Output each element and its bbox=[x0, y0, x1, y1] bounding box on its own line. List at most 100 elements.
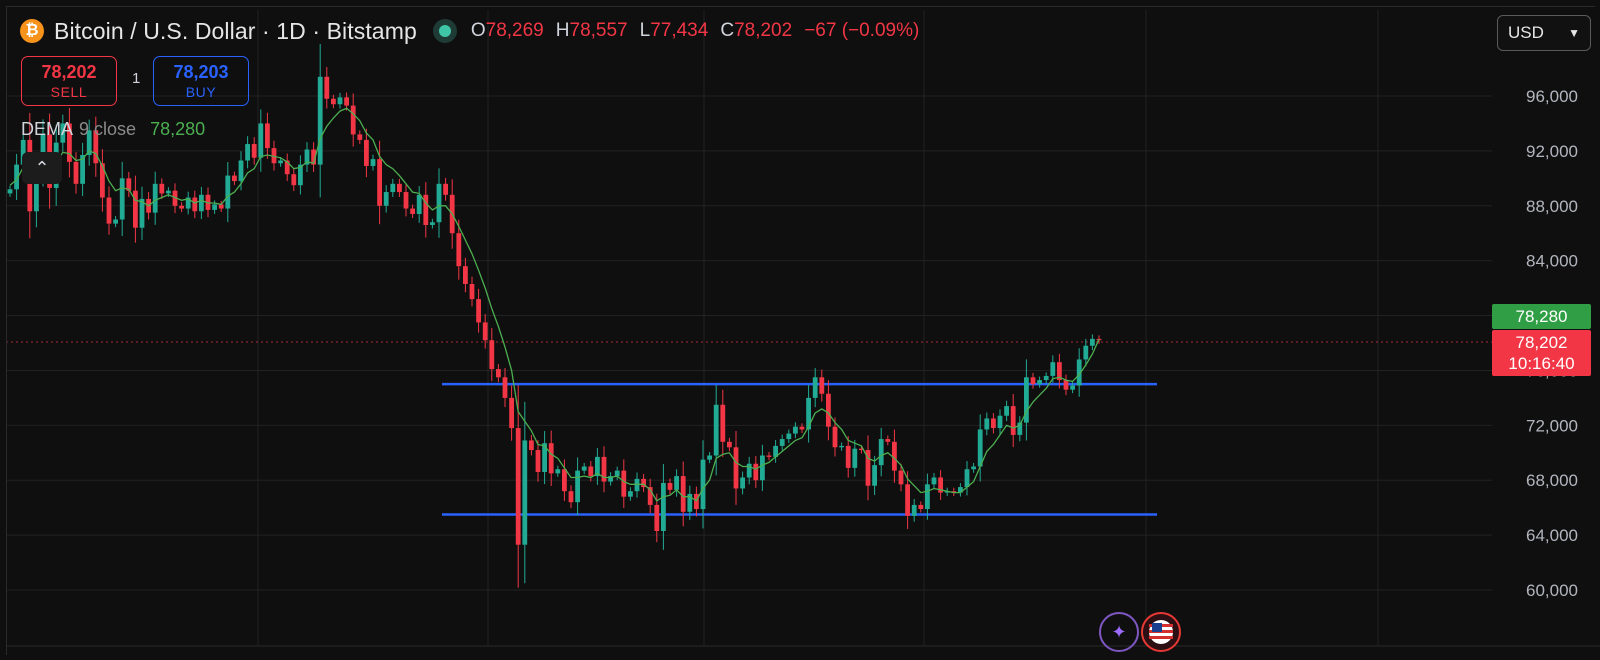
candle bbox=[291, 168, 297, 192]
price-tick-label: 64,000 bbox=[1526, 526, 1578, 545]
candle bbox=[370, 154, 376, 171]
candle-body bbox=[806, 397, 811, 430]
candle bbox=[436, 168, 442, 238]
candle-body bbox=[614, 470, 620, 477]
candle bbox=[311, 142, 316, 172]
indicator-name: DEMA bbox=[21, 119, 74, 139]
candle-body bbox=[304, 149, 310, 165]
candle-body bbox=[7, 189, 13, 194]
candle bbox=[938, 470, 943, 500]
us-flag-graphic bbox=[1149, 620, 1173, 644]
candle-body bbox=[529, 440, 534, 451]
candle-body bbox=[119, 178, 125, 220]
candle-body bbox=[707, 455, 712, 460]
candle-body bbox=[1037, 380, 1042, 385]
candle bbox=[1083, 338, 1089, 367]
candle bbox=[535, 440, 541, 482]
candle bbox=[67, 107, 72, 178]
candle bbox=[1030, 372, 1036, 389]
candle bbox=[1017, 416, 1023, 442]
candle bbox=[152, 171, 158, 225]
candle-body bbox=[753, 463, 759, 481]
candle bbox=[1004, 400, 1009, 422]
candle-body bbox=[509, 397, 514, 429]
change-value: −67 (−0.09%) bbox=[804, 20, 920, 41]
candle bbox=[106, 186, 112, 235]
candle bbox=[324, 67, 330, 109]
candle-body bbox=[911, 504, 917, 516]
candle bbox=[73, 152, 79, 194]
candle-body bbox=[126, 178, 132, 191]
candle bbox=[271, 140, 277, 171]
candle bbox=[997, 409, 1003, 435]
candle-body bbox=[746, 463, 752, 478]
candle bbox=[1063, 374, 1069, 396]
candle bbox=[839, 442, 844, 451]
candle-body bbox=[852, 448, 858, 468]
candle bbox=[456, 219, 462, 280]
candle-body bbox=[502, 377, 508, 398]
candle-body bbox=[291, 174, 297, 186]
symbol-title[interactable]: Bitcoin / U.S. Dollar · 1D · Bitstamp bbox=[54, 17, 417, 44]
candle bbox=[1057, 353, 1062, 389]
order-quantity[interactable]: 1 bbox=[132, 70, 141, 87]
candle bbox=[100, 149, 105, 212]
candle bbox=[199, 186, 204, 220]
candle bbox=[529, 435, 534, 456]
low-value: 77,434 bbox=[650, 20, 709, 41]
candle-body bbox=[944, 491, 950, 493]
candle-body bbox=[159, 183, 165, 194]
candle-body bbox=[766, 455, 772, 457]
candle-body bbox=[370, 159, 376, 166]
candle bbox=[331, 94, 336, 109]
countdown-timer: 10:16:40 bbox=[1508, 354, 1575, 373]
candle bbox=[760, 444, 765, 491]
chevron-up-icon[interactable]: ⌃ bbox=[22, 152, 62, 184]
candle bbox=[126, 171, 132, 198]
candle bbox=[548, 430, 554, 486]
buy-button[interactable]: 78,203 BUY bbox=[153, 56, 249, 106]
candle bbox=[284, 153, 290, 182]
candle bbox=[720, 389, 726, 457]
candle-body bbox=[139, 198, 145, 228]
candle-body bbox=[905, 484, 910, 516]
candle-body bbox=[410, 208, 415, 215]
candle bbox=[410, 204, 415, 218]
sparkle-lightning-icon[interactable]: ✦ bbox=[1099, 612, 1139, 652]
candle-body bbox=[383, 192, 389, 206]
currency-select[interactable]: USD ▼ bbox=[1497, 15, 1591, 51]
dema-indicator-legend[interactable]: DEMA 9 close 78,280 bbox=[21, 119, 205, 140]
candle-body bbox=[423, 194, 429, 225]
candle bbox=[812, 368, 818, 408]
candle-body bbox=[595, 456, 600, 477]
candle-body bbox=[1076, 359, 1082, 386]
candle-body bbox=[548, 443, 554, 474]
candle bbox=[878, 427, 884, 477]
candle bbox=[595, 448, 600, 485]
candle bbox=[443, 177, 448, 201]
sell-button[interactable]: 78,202 SELL bbox=[21, 56, 117, 106]
candle bbox=[568, 485, 574, 509]
candle bbox=[482, 314, 488, 349]
candle bbox=[172, 183, 178, 214]
us-flag-icon[interactable] bbox=[1141, 612, 1181, 652]
candle-body bbox=[469, 283, 475, 300]
candle bbox=[1010, 393, 1016, 448]
candle-body bbox=[951, 491, 957, 493]
candle-body bbox=[925, 484, 930, 510]
candle bbox=[86, 119, 92, 166]
candle bbox=[245, 136, 250, 169]
candle-body bbox=[298, 164, 303, 186]
candle-body bbox=[892, 441, 897, 471]
candle-body bbox=[872, 465, 877, 486]
candle bbox=[865, 435, 871, 501]
candle bbox=[1037, 376, 1042, 388]
candle-body bbox=[60, 123, 66, 143]
candle bbox=[898, 463, 904, 492]
candle bbox=[159, 178, 165, 199]
market-status-icon[interactable] bbox=[432, 19, 457, 43]
candle bbox=[746, 456, 752, 485]
candle-body bbox=[535, 450, 541, 472]
candle bbox=[753, 455, 759, 489]
